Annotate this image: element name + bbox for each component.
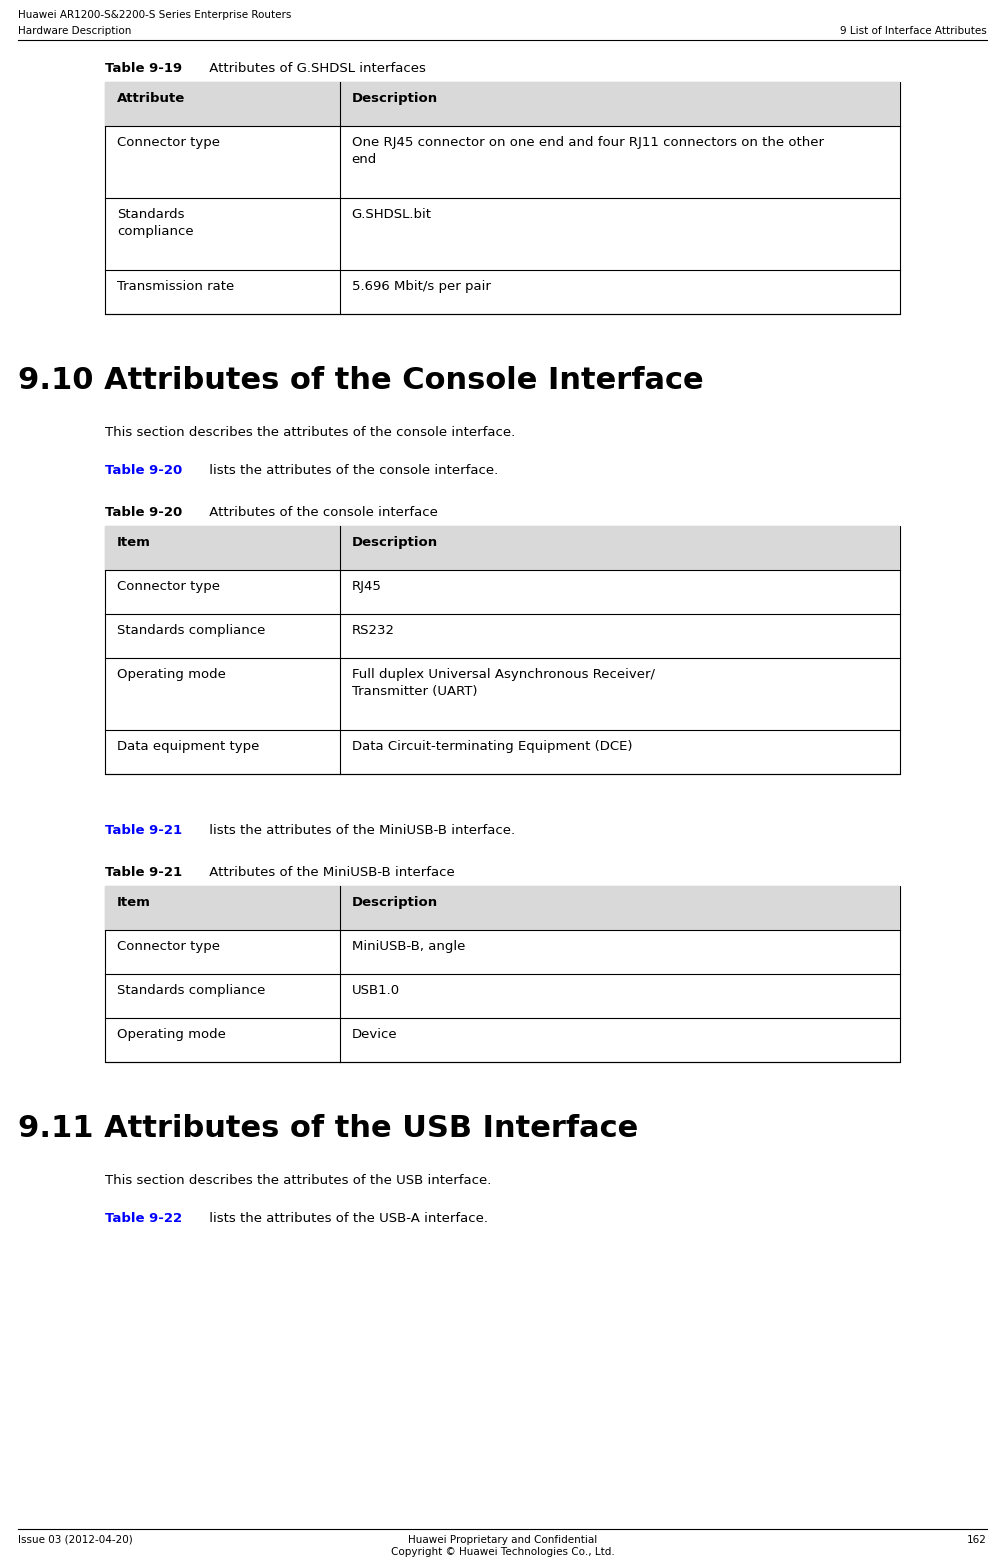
Text: USB1.0: USB1.0: [352, 984, 400, 997]
Text: Full duplex Universal Asynchronous Receiver/
Transmitter (UART): Full duplex Universal Asynchronous Recei…: [352, 668, 654, 697]
Text: Item: Item: [117, 536, 151, 548]
Text: Operating mode: Operating mode: [117, 1028, 226, 1040]
Text: Connector type: Connector type: [117, 580, 220, 592]
Text: Table 9-21: Table 9-21: [105, 824, 182, 837]
Text: RJ45: RJ45: [352, 580, 382, 592]
Text: Standards
compliance: Standards compliance: [117, 208, 194, 238]
Text: 162: 162: [967, 1536, 987, 1545]
Text: Attributes of the MiniUSB-B interface: Attributes of the MiniUSB-B interface: [204, 867, 454, 879]
Text: 9.11 Attributes of the USB Interface: 9.11 Attributes of the USB Interface: [18, 1114, 638, 1142]
Text: One RJ45 connector on one end and four RJ11 connectors on the other
end: One RJ45 connector on one end and four R…: [352, 136, 823, 166]
Text: Standards compliance: Standards compliance: [117, 984, 265, 997]
Text: MiniUSB-B, angle: MiniUSB-B, angle: [352, 940, 465, 953]
Bar: [105, 885, 900, 1062]
Bar: [105, 885, 900, 929]
Text: Table 9-19: Table 9-19: [105, 63, 182, 75]
Text: lists the attributes of the console interface.: lists the attributes of the console inte…: [205, 464, 497, 476]
Text: Table 9-22: Table 9-22: [105, 1211, 182, 1225]
Text: Standards compliance: Standards compliance: [117, 624, 265, 638]
Text: Connector type: Connector type: [117, 136, 220, 149]
Text: Data Circuit-terminating Equipment (DCE): Data Circuit-terminating Equipment (DCE): [352, 740, 632, 754]
Text: 5.696 Mbit/s per pair: 5.696 Mbit/s per pair: [352, 280, 490, 293]
Text: Operating mode: Operating mode: [117, 668, 226, 682]
Bar: [105, 81, 900, 125]
Text: RS232: RS232: [352, 624, 395, 638]
Text: G.SHDSL.bit: G.SHDSL.bit: [352, 208, 431, 221]
Text: Table 9-20: Table 9-20: [105, 464, 182, 476]
Text: 9.10 Attributes of the Console Interface: 9.10 Attributes of the Console Interface: [18, 367, 704, 395]
Text: Attributes of the console interface: Attributes of the console interface: [205, 506, 437, 519]
Text: Attributes of G.SHDSL interfaces: Attributes of G.SHDSL interfaces: [204, 63, 425, 75]
Bar: [105, 81, 900, 313]
Text: Table 9-20: Table 9-20: [105, 506, 182, 519]
Bar: [105, 527, 900, 774]
Text: Huawei AR1200-S&2200-S Series Enterprise Routers: Huawei AR1200-S&2200-S Series Enterprise…: [18, 9, 291, 20]
Text: Table 9-21: Table 9-21: [105, 867, 182, 879]
Text: This section describes the attributes of the console interface.: This section describes the attributes of…: [105, 426, 516, 439]
Text: This section describes the attributes of the USB interface.: This section describes the attributes of…: [105, 1174, 491, 1186]
Text: Huawei Proprietary and Confidential
Copyright © Huawei Technologies Co., Ltd.: Huawei Proprietary and Confidential Copy…: [391, 1536, 614, 1556]
Text: Hardware Description: Hardware Description: [18, 27, 132, 36]
Text: Connector type: Connector type: [117, 940, 220, 953]
Text: 9 List of Interface Attributes: 9 List of Interface Attributes: [840, 27, 987, 36]
Text: Data equipment type: Data equipment type: [117, 740, 259, 754]
Text: lists the attributes of the MiniUSB-B interface.: lists the attributes of the MiniUSB-B in…: [204, 824, 515, 837]
Text: Device: Device: [352, 1028, 397, 1040]
Text: Item: Item: [117, 896, 151, 909]
Text: Transmission rate: Transmission rate: [117, 280, 234, 293]
Text: Description: Description: [352, 536, 437, 548]
Text: Attribute: Attribute: [117, 92, 185, 105]
Text: Description: Description: [352, 92, 437, 105]
Bar: [105, 527, 900, 570]
Text: Issue 03 (2012-04-20): Issue 03 (2012-04-20): [18, 1536, 133, 1545]
Text: Description: Description: [352, 896, 437, 909]
Text: lists the attributes of the USB-A interface.: lists the attributes of the USB-A interf…: [204, 1211, 487, 1225]
